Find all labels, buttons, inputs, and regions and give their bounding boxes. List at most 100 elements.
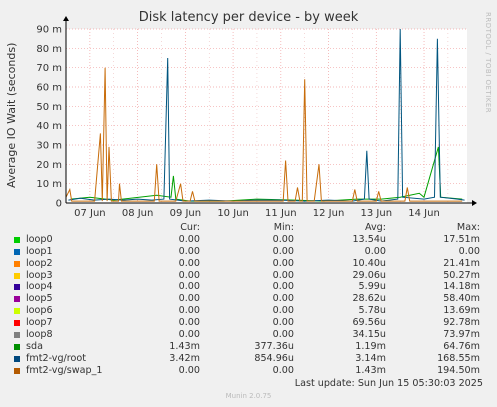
x-tick-label: 12 Jun: [313, 208, 345, 219]
cur-value: 0.00: [178, 329, 200, 341]
cur-value: 0.00: [178, 245, 200, 257]
legend-swatch: [14, 320, 20, 327]
avg-value: 0.00: [364, 245, 386, 257]
legend-row: loop1 0.00 0.00 0.00 0.00: [12, 246, 482, 258]
min-value: 0.00: [272, 329, 294, 341]
min-value: 0.00: [272, 317, 294, 329]
max-value: 92.78m: [443, 317, 480, 329]
legend-swatch: [14, 355, 20, 362]
x-tick-label: 09 Jun: [170, 208, 202, 219]
x-tick-label: 11 Jun: [265, 208, 297, 219]
legend-row: loop0 0.00 0.00 13.54u 17.51m: [12, 234, 482, 246]
col-cur-header: Cur:: [180, 222, 200, 233]
cur-value: 0.00: [178, 305, 200, 317]
legend-swatch: [14, 248, 20, 255]
x-tick-label: 07 Jun: [74, 208, 106, 219]
series-name: loop7: [26, 317, 53, 329]
cur-value: 0.00: [178, 233, 200, 245]
y-tick-label: 10 m: [36, 179, 62, 190]
legend-row: sda 1.43m 377.36u 1.19m 64.76m: [12, 341, 482, 353]
y-tick-label: 40 m: [36, 121, 62, 132]
series-name: loop5: [26, 293, 53, 305]
max-value: 50.27m: [443, 269, 480, 281]
cur-value: 0.00: [178, 364, 200, 376]
max-value: 0.00: [458, 245, 480, 257]
y-tick-label: 80 m: [36, 44, 62, 55]
min-value: 0.00: [272, 269, 294, 281]
series-name: fmt2-vg/swap_1: [26, 364, 103, 376]
avg-value: 34.15u: [352, 329, 386, 341]
cur-value: 0.00: [178, 293, 200, 305]
series-line-fmt2-vg-swap-1: [65, 67, 463, 202]
max-value: 17.51m: [443, 233, 480, 245]
legend-header: Cur: Min: Avg: Max:: [12, 222, 482, 234]
legend-swatch: [14, 272, 20, 279]
y-axis-arrow: [63, 16, 69, 21]
min-value: 0.00: [272, 305, 294, 317]
y-tick-label: 20 m: [36, 160, 62, 171]
series-name: loop3: [26, 269, 53, 281]
legend-swatch: [14, 332, 20, 339]
col-max-header: Max:: [456, 222, 480, 233]
series-name: loop1: [26, 245, 53, 257]
x-tick-label: 13 Jun: [361, 208, 393, 219]
avg-value: 1.43m: [355, 364, 386, 376]
plot-area: 0 10 m 20 m 30 m 40 m 50 m 60 m 70 m 80 m 90 m 07 …: [36, 16, 477, 219]
max-value: 13.69m: [443, 305, 480, 317]
cur-value: 1.43m: [169, 340, 200, 352]
series-name: loop4: [26, 281, 53, 293]
legend-row: fmt2-vg/swap_1 0.00 0.00 1.43m 194.50m: [12, 365, 482, 377]
x-tick-label: 10 Jun: [217, 208, 249, 219]
max-value: 194.50m: [437, 364, 480, 376]
col-min-header: Min:: [273, 222, 294, 233]
series-name: loop0: [26, 233, 53, 245]
cur-value: 3.42m: [169, 352, 200, 364]
min-value: 0.00: [272, 233, 294, 245]
plot-background: [66, 29, 467, 203]
chart-title: Disk latency per device - by week: [138, 10, 359, 25]
legend-swatch: [14, 343, 20, 350]
avg-value: 10.40u: [352, 257, 386, 269]
min-value: 0.00: [272, 293, 294, 305]
legend-row: fmt2-vg/root 3.42m 854.96u 3.14m 168.55m: [12, 353, 482, 365]
y-tick-label: 30 m: [36, 141, 62, 152]
legend-swatch: [14, 367, 20, 374]
munin-version: Munin 2.0.75: [225, 392, 272, 400]
legend-row: loop7 0.00 0.00 69.56u 92.78m: [12, 317, 482, 329]
avg-value: 13.54u: [352, 233, 386, 245]
series-name: fmt2-vg/root: [26, 352, 87, 364]
legend-row: loop6 0.00 0.00 5.78u 13.69m: [12, 305, 482, 317]
y-tick-label: 60 m: [36, 83, 62, 94]
y-tick-label: 90 m: [36, 25, 62, 36]
y-tick-label: 0: [56, 199, 62, 210]
max-value: 21.41m: [443, 257, 480, 269]
y-tick-label: 50 m: [36, 102, 62, 113]
cur-value: 0.00: [178, 257, 200, 269]
avg-value: 1.19m: [355, 340, 386, 352]
series-name: sda: [26, 340, 43, 352]
legend-swatch: [14, 236, 20, 243]
max-value: 64.76m: [443, 340, 480, 352]
y-tick-label: 70 m: [36, 63, 62, 74]
series-name: loop6: [26, 305, 53, 317]
series-name: loop8: [26, 329, 53, 341]
avg-value: 29.06u: [352, 269, 386, 281]
avg-value: 3.14m: [355, 352, 386, 364]
max-value: 58.40m: [443, 293, 480, 305]
avg-value: 28.62u: [352, 293, 386, 305]
legend-row: loop4 0.00 0.00 5.99u 14.18m: [12, 281, 482, 293]
avg-value: 69.56u: [352, 317, 386, 329]
max-value: 14.18m: [443, 281, 480, 293]
x-tick-label: 14 Jun: [408, 208, 440, 219]
series-line-fmt2-vg-root: [68, 28, 465, 202]
avg-value: 5.99u: [358, 281, 386, 293]
max-value: 73.97m: [443, 329, 480, 341]
max-value: 168.55m: [437, 352, 480, 364]
last-update: Last update: Sun Jun 15 05:30:03 2025: [294, 378, 483, 389]
min-value: 0.00: [272, 281, 294, 293]
legend-rows: loop0 0.00 0.00 13.54u 17.51m loop1 0.00 0.00 0.…: [12, 234, 482, 377]
avg-value: 5.78u: [358, 305, 386, 317]
legend-row: loop8 0.00 0.00 34.15u 73.97m: [12, 329, 482, 341]
x-axis-arrow: [472, 200, 477, 206]
legend-row: loop5 0.00 0.00 28.62u 58.40m: [12, 293, 482, 305]
